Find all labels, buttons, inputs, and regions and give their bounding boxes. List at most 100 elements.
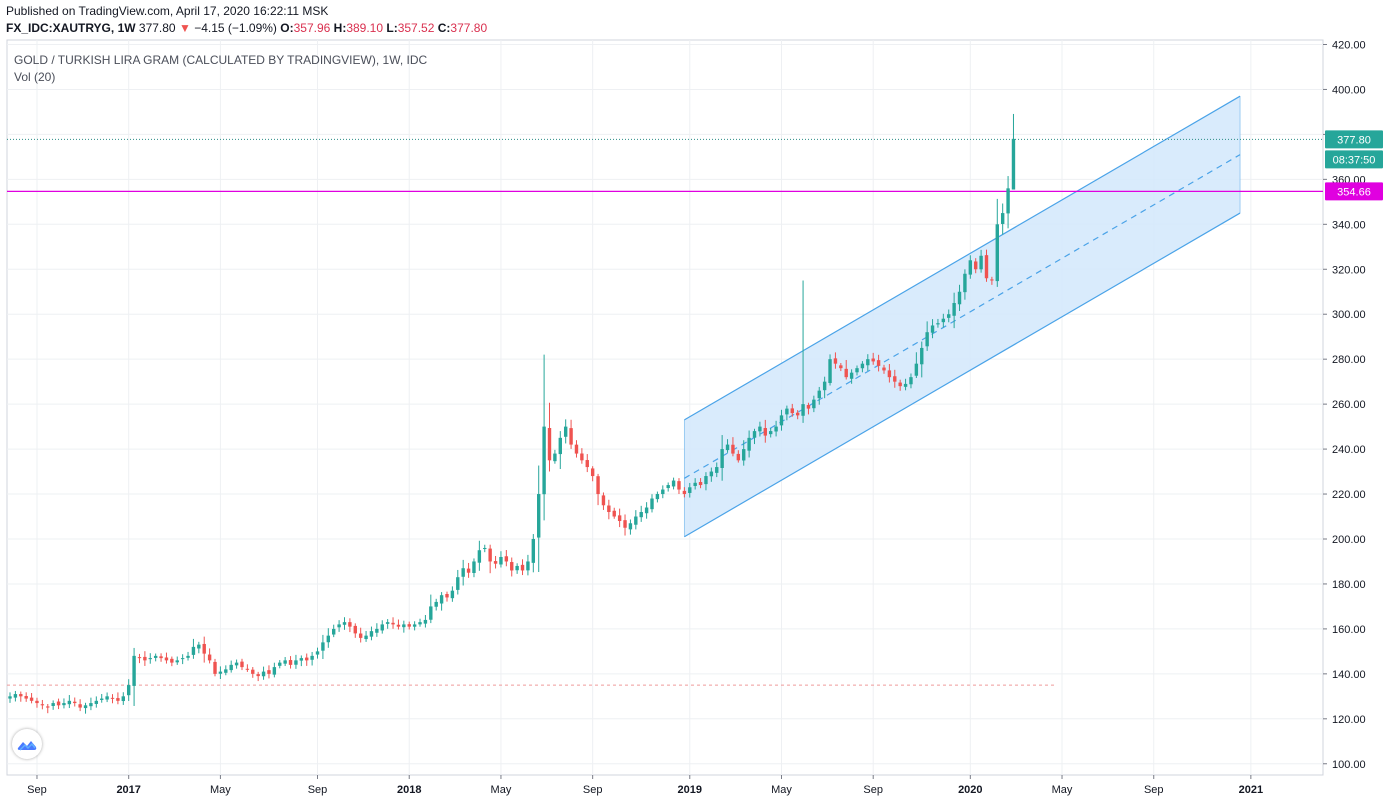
candle-body [78,704,82,708]
candle-body [828,359,832,384]
candle-body [434,601,438,607]
candle-body [224,669,228,673]
candle-body [542,426,546,495]
candle-body [698,481,703,486]
candle-body [806,405,811,409]
countdown-tag: 08:37:50 [1333,154,1376,166]
candle-body [569,428,573,445]
candle-body [812,399,816,409]
y-tick-label: 160.00 [1332,624,1366,636]
candle-body [715,467,719,473]
candle-body [67,700,72,705]
candle-body [650,498,654,510]
candle-body [768,431,773,435]
x-tick-label: Sep [308,784,328,796]
candle-body [375,628,379,633]
candle-body [337,624,341,628]
candle-body [974,261,978,270]
candle-body [477,550,482,563]
candle-body [531,538,536,563]
open-value: 357.96 [293,21,331,35]
candle-body [990,279,994,281]
candle-body [774,426,778,432]
candle-body [742,449,746,461]
channel-upper-line [684,95,1241,421]
candle-body [294,660,298,665]
candle-body [332,628,336,635]
y-tick-label: 220.00 [1332,489,1366,501]
candle-body [553,453,557,462]
candle-body [56,701,61,706]
low-label: L: [386,21,398,35]
candle-body [24,696,28,699]
countdown-tag-bg [1325,150,1383,169]
candle-body [661,489,665,495]
y-tick-label: 280.00 [1332,354,1366,366]
open-label: O: [280,21,294,35]
candle-body [423,619,428,624]
candle-body [720,449,724,468]
candle-body [170,658,174,663]
candle-body [612,510,616,517]
candle-body [100,698,104,700]
candle-body [871,358,875,362]
candle-body [601,495,606,506]
candle-body [450,590,455,599]
candle-body [153,655,158,658]
candle-body [758,426,762,432]
candle-body [925,332,929,347]
close-value: 377.80 [450,21,488,35]
candle-body [747,437,751,451]
down-arrow-icon: ▼ [178,21,191,35]
candle-body [62,703,66,706]
candle-body [493,561,498,564]
candle-body [876,360,881,366]
candle-body [89,703,93,707]
candle-body [202,643,206,654]
candle-body [439,595,444,604]
candle-body [510,562,514,571]
x-tick-label: May [491,784,512,796]
candle-body [148,658,152,660]
candle-body [191,646,196,655]
ohlc-line: FX_IDC:XAUTRYG, 1W 377.80 ▼ −4.15 (−1.09… [6,20,487,37]
candle-body [256,674,260,677]
candle-body [941,318,946,323]
candle-body [369,631,374,637]
candle-body [984,255,989,279]
y-tick-label: 340.00 [1332,219,1366,231]
x-tick-label: Sep [27,784,47,796]
candle-body [563,426,568,437]
candle-body [849,372,854,379]
candle-body [920,347,924,365]
candle-body [1011,138,1016,190]
candle-body [639,512,643,518]
candle-body [963,273,967,293]
level-price-tag: 354.66 [1337,186,1371,198]
y-tick-label: 300.00 [1332,309,1366,321]
candle-body [8,696,12,699]
candles [8,113,1016,714]
candle-body [488,548,492,562]
candle-body [995,224,999,282]
chart-header: Published on TradingView.com, April 17, … [6,3,487,37]
candle-body [936,323,940,325]
channel-middle-line [684,154,1241,479]
x-tick-label: May [210,784,231,796]
y-tick-label: 120.00 [1332,714,1366,726]
candle-body [779,415,784,426]
candle-body [364,635,368,640]
candle-body [396,624,401,627]
change-value: −4.15 (−1.09%) [194,21,277,35]
candle-body [574,444,579,454]
candle-body [126,685,131,696]
volume-indicator-label: Vol (20) [14,70,56,84]
candle-body [353,625,357,634]
candle-body [19,694,23,697]
x-tick-label: 2018 [397,784,421,796]
y-tick-label: 400.00 [1332,84,1366,96]
tradingview-logo-icon[interactable] [12,729,42,759]
candle-body [229,664,233,671]
symbol-label: FX_IDC:XAUTRYG, 1W [6,21,136,35]
